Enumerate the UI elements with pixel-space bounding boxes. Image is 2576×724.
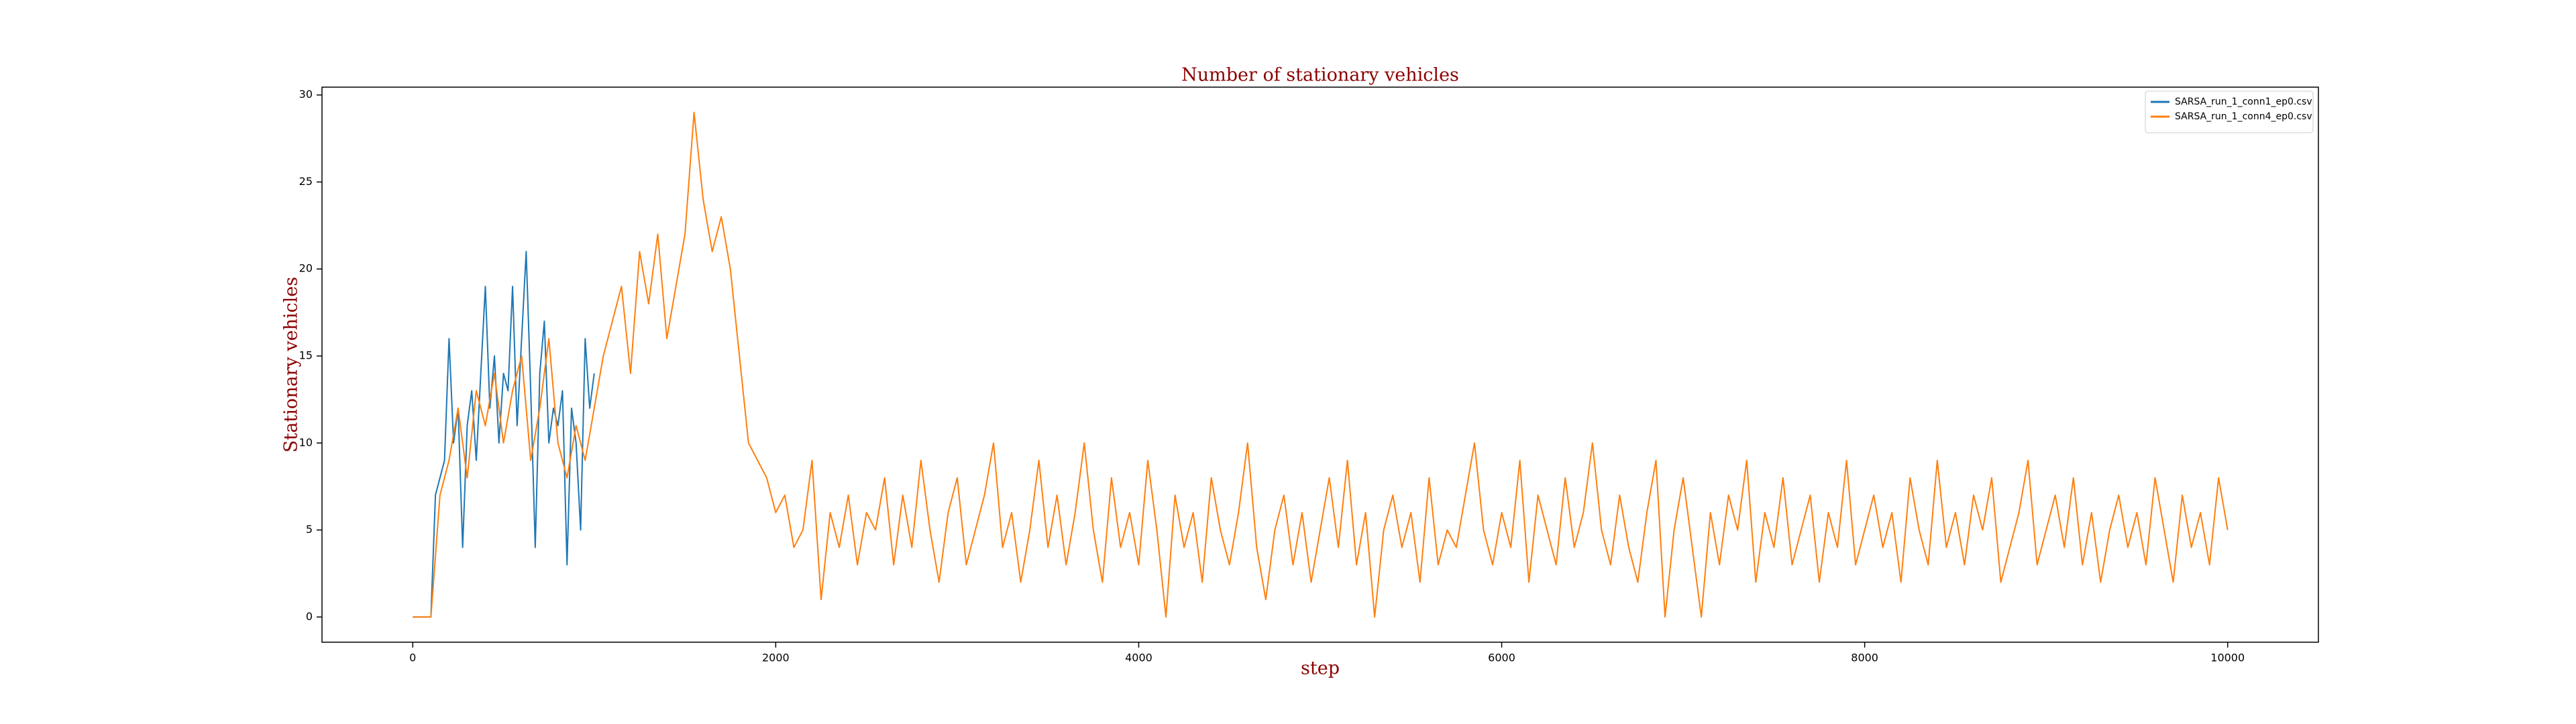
y-tick-label: 25 [299,175,313,188]
x-tick-label: 6000 [1488,652,1515,664]
x-tick-label: 10000 [2210,652,2245,664]
y-tick-label: 15 [299,349,313,362]
data-line [413,111,2229,618]
y-tick-label: 30 [299,88,313,101]
chart-title: Number of stationary vehicles [1181,65,1459,86]
plot-frame [321,86,2319,643]
legend-box [2145,90,2314,133]
y-tick-label: 5 [306,523,313,536]
x-tick-label: 4000 [1125,652,1152,664]
x-tick-label: 2000 [762,652,790,664]
legend-label: SARSA_run_1_conn1_ep0.csv [2175,97,2312,107]
y-tick-label: 10 [299,436,313,448]
legend-label: SARSA_run_1_conn4_ep0.csv [2175,111,2312,122]
y-tick-label: 0 [306,610,313,623]
x-tick-label: 8000 [1851,652,1878,664]
y-axis-label: Stationary vehicles [281,277,302,452]
x-tick-label: 0 [409,652,416,664]
y-tick-label: 20 [299,262,313,275]
data-line [413,251,595,618]
legend: SARSA_run_1_conn1_ep0.csv SARSA_run_1_con… [2145,90,2314,133]
x-axis-label: step [1301,658,1340,679]
